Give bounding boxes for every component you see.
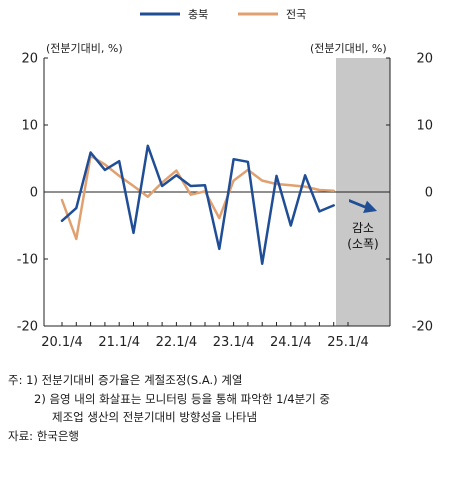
x-tick-label: 23.1/4 — [213, 335, 255, 350]
y-tick-label-right: -10 — [412, 253, 433, 268]
y-tick-label-right: 0 — [425, 186, 433, 201]
y-tick-label-left: 0 — [30, 186, 38, 201]
series-layer — [60, 144, 335, 265]
y-tick-label-right: 20 — [416, 52, 433, 67]
footnote-3: 제조업 생산의 전분기대비 방향성을 나타냄 — [52, 410, 258, 424]
footnote-1: 주: 1) 전분기대비 증가율은 계절조정(S.A.) 계열 — [8, 373, 243, 387]
annotation-line-1: 감소 — [352, 221, 374, 235]
y-tick-label-left: -20 — [17, 320, 38, 335]
arrow-icon — [349, 199, 377, 213]
source-note: 자료: 한국은행 — [8, 429, 80, 443]
x-tick-label: 25.1/4 — [327, 335, 369, 350]
y-tick-label-right: -20 — [412, 320, 433, 335]
annotation-line-2: (소폭) — [347, 237, 378, 251]
legend-label-chungbuk: 충북 — [188, 8, 208, 21]
y-tick-label-left: 20 — [21, 52, 38, 67]
footnote-2: 2) 음영 내의 화살표는 모니터링 등을 통해 파악한 1/4분기 중 — [34, 392, 330, 406]
y-axis-unit-right: (전분기대비, %) — [310, 42, 387, 55]
y-ticks-left: 20 10 0 -10 -20 — [17, 52, 48, 335]
y-tick-label-left: 10 — [21, 119, 38, 134]
x-tick-label: 24.1/4 — [270, 335, 312, 350]
x-tick-label: 22.1/4 — [156, 335, 198, 350]
y-axis-unit-left: (전분기대비, %) — [46, 42, 123, 55]
y-ticks-right: 20 10 0 -10 -20 — [386, 52, 433, 335]
y-tick-label-right: 10 — [416, 119, 433, 134]
x-tick-label: 20.1/4 — [41, 335, 83, 350]
series-line-chungbuk — [60, 144, 335, 265]
x-tick-label: 21.1/4 — [98, 335, 140, 350]
y-tick-label-left: -10 — [17, 253, 38, 268]
legend-label-nationwide: 전국 — [286, 8, 306, 21]
series-line-nationwide — [60, 154, 335, 241]
x-ticks: 20.1/4 21.1/4 22.1/4 23.1/4 24.1/4 25.1/4 — [41, 322, 369, 350]
